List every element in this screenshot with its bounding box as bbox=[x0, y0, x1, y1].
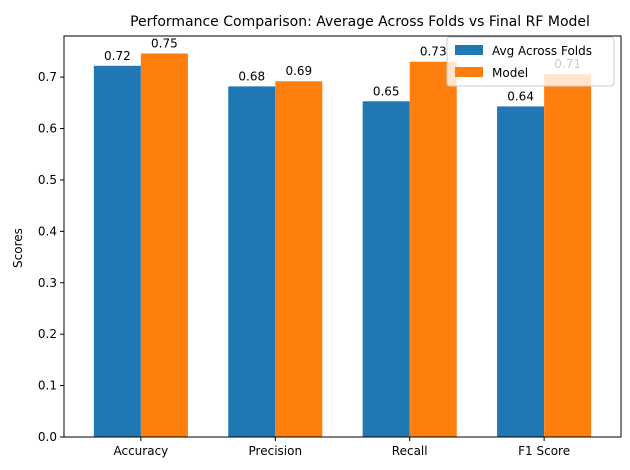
bar-model bbox=[275, 81, 323, 437]
bar-avg-across-folds bbox=[93, 65, 141, 438]
y-tick-label: 0.4 bbox=[38, 224, 57, 238]
legend: Avg Across Folds Model bbox=[446, 36, 615, 87]
y-tick-label: 0.6 bbox=[38, 122, 57, 136]
bar-model bbox=[140, 53, 188, 437]
y-tick-label: 0.1 bbox=[38, 379, 57, 393]
bar-value-label: 0.73 bbox=[420, 45, 447, 59]
y-tick-label: 0.2 bbox=[38, 327, 57, 341]
bar-avg-across-folds bbox=[497, 106, 545, 437]
legend-swatch bbox=[455, 45, 483, 55]
x-tick-label: Recall bbox=[392, 444, 428, 458]
bar-model bbox=[544, 74, 592, 438]
y-tick-label: 0.7 bbox=[38, 70, 57, 84]
bar-avg-across-folds bbox=[362, 101, 410, 438]
bar-value-label: 0.75 bbox=[151, 36, 178, 50]
legend-swatch bbox=[455, 67, 483, 77]
y-tick-label: 0.3 bbox=[38, 276, 57, 290]
y-tick-label: 0.5 bbox=[38, 173, 57, 187]
bar-value-label: 0.72 bbox=[104, 49, 131, 63]
plot-area: 0.0 0.1 0.2 0.3 0.4 0.5 0.6 0.7 Accuracy 0.72 0.75… bbox=[38, 36, 592, 458]
y-tick-label: 0.0 bbox=[38, 430, 57, 444]
bar-value-label: 0.68 bbox=[238, 69, 265, 83]
x-tick-label: F1 Score bbox=[518, 444, 570, 458]
x-tick-label: Accuracy bbox=[113, 444, 168, 458]
y-axis-label: Scores bbox=[11, 228, 25, 268]
legend-box bbox=[446, 36, 615, 87]
plot-frame bbox=[63, 35, 622, 438]
chart-title: Performance Comparison: Average Across F… bbox=[130, 14, 590, 30]
bar-value-label: 0.65 bbox=[373, 84, 400, 98]
bar-value-label: 0.64 bbox=[507, 89, 534, 103]
bar-value-label: 0.69 bbox=[285, 64, 312, 78]
bar-model bbox=[409, 61, 457, 437]
x-tick-label: Precision bbox=[249, 444, 303, 458]
bar-avg-across-folds bbox=[228, 86, 276, 437]
legend-label: Model bbox=[492, 66, 528, 80]
legend-label: Avg Across Folds bbox=[492, 44, 592, 58]
